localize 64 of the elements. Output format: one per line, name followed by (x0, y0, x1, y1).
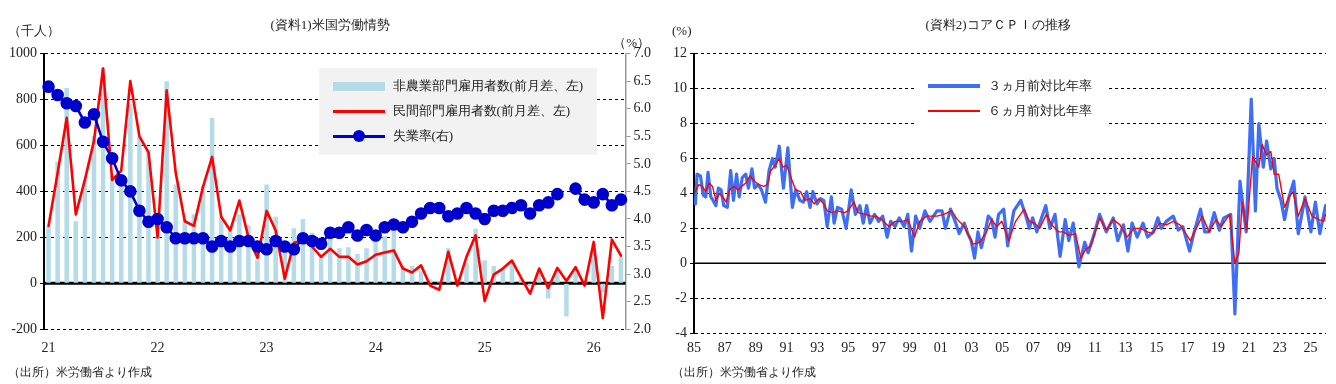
y-tick-label: -4 (675, 324, 687, 340)
x-tick-label: 23 (259, 340, 274, 356)
y-tick-label: 0 (680, 254, 687, 270)
y-tick-label: 6 (680, 150, 687, 166)
y2-tick-label: 3.0 (633, 265, 651, 281)
y2-tick-label: 2.0 (633, 320, 651, 336)
x-tick-label: 93 (810, 340, 825, 356)
legend-label: ６ヵ月前対比年率 (988, 102, 1092, 121)
x-tick-label: 07 (1026, 340, 1041, 356)
chart-title: (資料1)米国労働情勢 (270, 17, 390, 33)
legend-label: 失業率(右) (392, 127, 454, 146)
y-tick-label: 10 (673, 80, 687, 96)
y-tick-label: 600 (16, 137, 37, 153)
x-tick-label: 25 (1303, 340, 1318, 356)
x-tick-label: 15 (1149, 340, 1164, 356)
x-tick-label: 26 (586, 340, 601, 356)
y-tick-label: 4 (680, 185, 687, 201)
x-tick-label: 25 (477, 340, 492, 356)
y-tick-label: -2 (675, 289, 687, 305)
y2-tick-label: 2.5 (633, 293, 651, 309)
legend-label: 民間部門雇用者数(前月差、左) (392, 102, 571, 121)
x-tick-label: 87 (717, 340, 732, 356)
x-tick-label: 23 (1272, 340, 1287, 356)
x-tick-label: 11 (1088, 340, 1102, 356)
x-tick-label: 95 (841, 340, 856, 356)
y2-tick-label: 5.5 (633, 127, 651, 143)
x-tick-label: 01 (933, 340, 948, 356)
x-tick-label: 09 (1056, 340, 1071, 356)
legend-label: ３ヵ月前対比年率 (988, 77, 1092, 96)
y2-tick-label: 3.5 (633, 238, 651, 254)
y-tick-label: 12 (673, 45, 687, 61)
y-tick-label: 800 (16, 91, 37, 107)
y-axis-title: （千人） (8, 22, 60, 38)
x-tick-label: 19 (1211, 340, 1226, 356)
text: （出所）米労働省より作成 (8, 364, 152, 381)
y-tick-label: 1000 (9, 45, 37, 61)
x-tick-label: 21 (41, 340, 56, 356)
y2-tick-label: 6.5 (633, 72, 651, 88)
chart-title: (資料2)コアＣＰＩの推移 (925, 17, 1071, 33)
x-tick-label: 85 (687, 340, 701, 356)
x-tick-label: 89 (748, 340, 763, 356)
legend-label: 非農業部門雇用者数(前月差、左) (392, 77, 584, 96)
x-tick-label: 99 (902, 340, 917, 356)
x-tick-label: 03 (964, 340, 979, 356)
y2-tick-label: 5.0 (633, 155, 651, 171)
x-tick-label: 24 (368, 340, 383, 356)
x-tick-label: 13 (1118, 340, 1133, 356)
y-tick-label: -200 (11, 320, 37, 336)
y-tick-label: 2 (680, 220, 687, 236)
x-tick-label: 22 (150, 340, 165, 356)
text: （出所）米労働省より作成 (672, 364, 816, 381)
y-axis-title: (%) (672, 22, 692, 38)
y2-tick-label: 4.5 (633, 183, 651, 199)
y2-tick-label: 6.0 (633, 100, 651, 116)
y-tick-label: 8 (680, 115, 687, 131)
x-tick-label: 21 (1241, 340, 1256, 356)
y-tick-label: 200 (16, 229, 37, 245)
x-tick-label: 91 (779, 340, 794, 356)
y-tick-label: 0 (30, 274, 37, 290)
x-tick-label: 97 (871, 340, 886, 356)
y2-tick-label: 4.0 (633, 210, 651, 226)
y-tick-label: 400 (16, 183, 37, 199)
x-tick-label: 17 (1180, 340, 1195, 356)
x-tick-label: 05 (995, 340, 1010, 356)
